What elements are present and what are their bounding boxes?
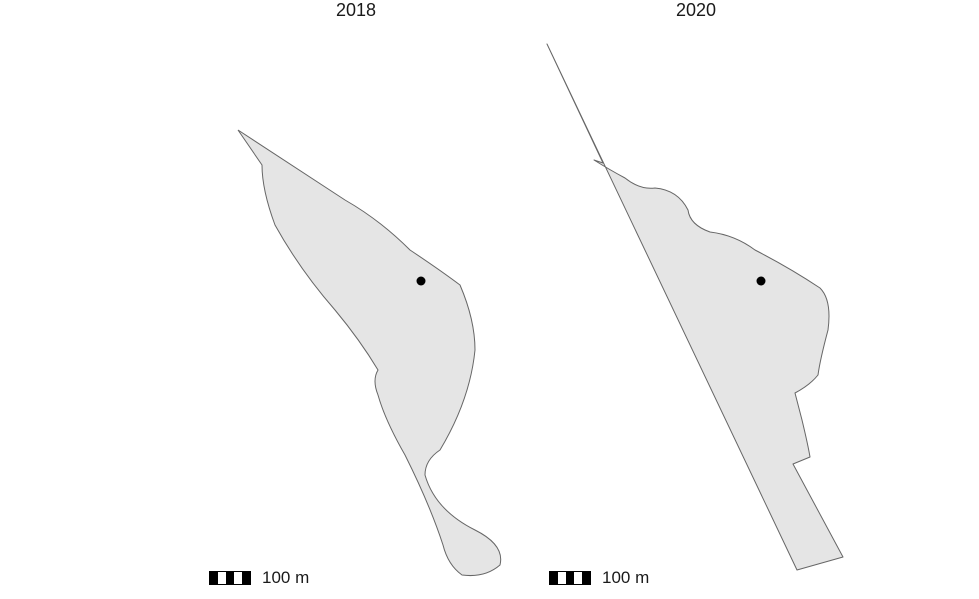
scalebar-2018: 100 m — [209, 568, 309, 588]
area-polygon-2020 — [546, 43, 844, 571]
area-polygon-2018 — [237, 129, 502, 576]
scalebar-label: 100 m — [602, 568, 650, 587]
scalebar-bar-icon — [209, 571, 251, 585]
scalebar-bar-icon — [549, 571, 591, 585]
scalebar-2020: 100 m — [549, 568, 649, 588]
point-marker-2020 — [756, 276, 766, 286]
panel-title-2018: 2018 — [335, 0, 377, 20]
point-marker-2018 — [416, 276, 426, 286]
scalebar-label: 100 m — [262, 568, 310, 587]
panel-title-2020: 2020 — [675, 0, 717, 20]
